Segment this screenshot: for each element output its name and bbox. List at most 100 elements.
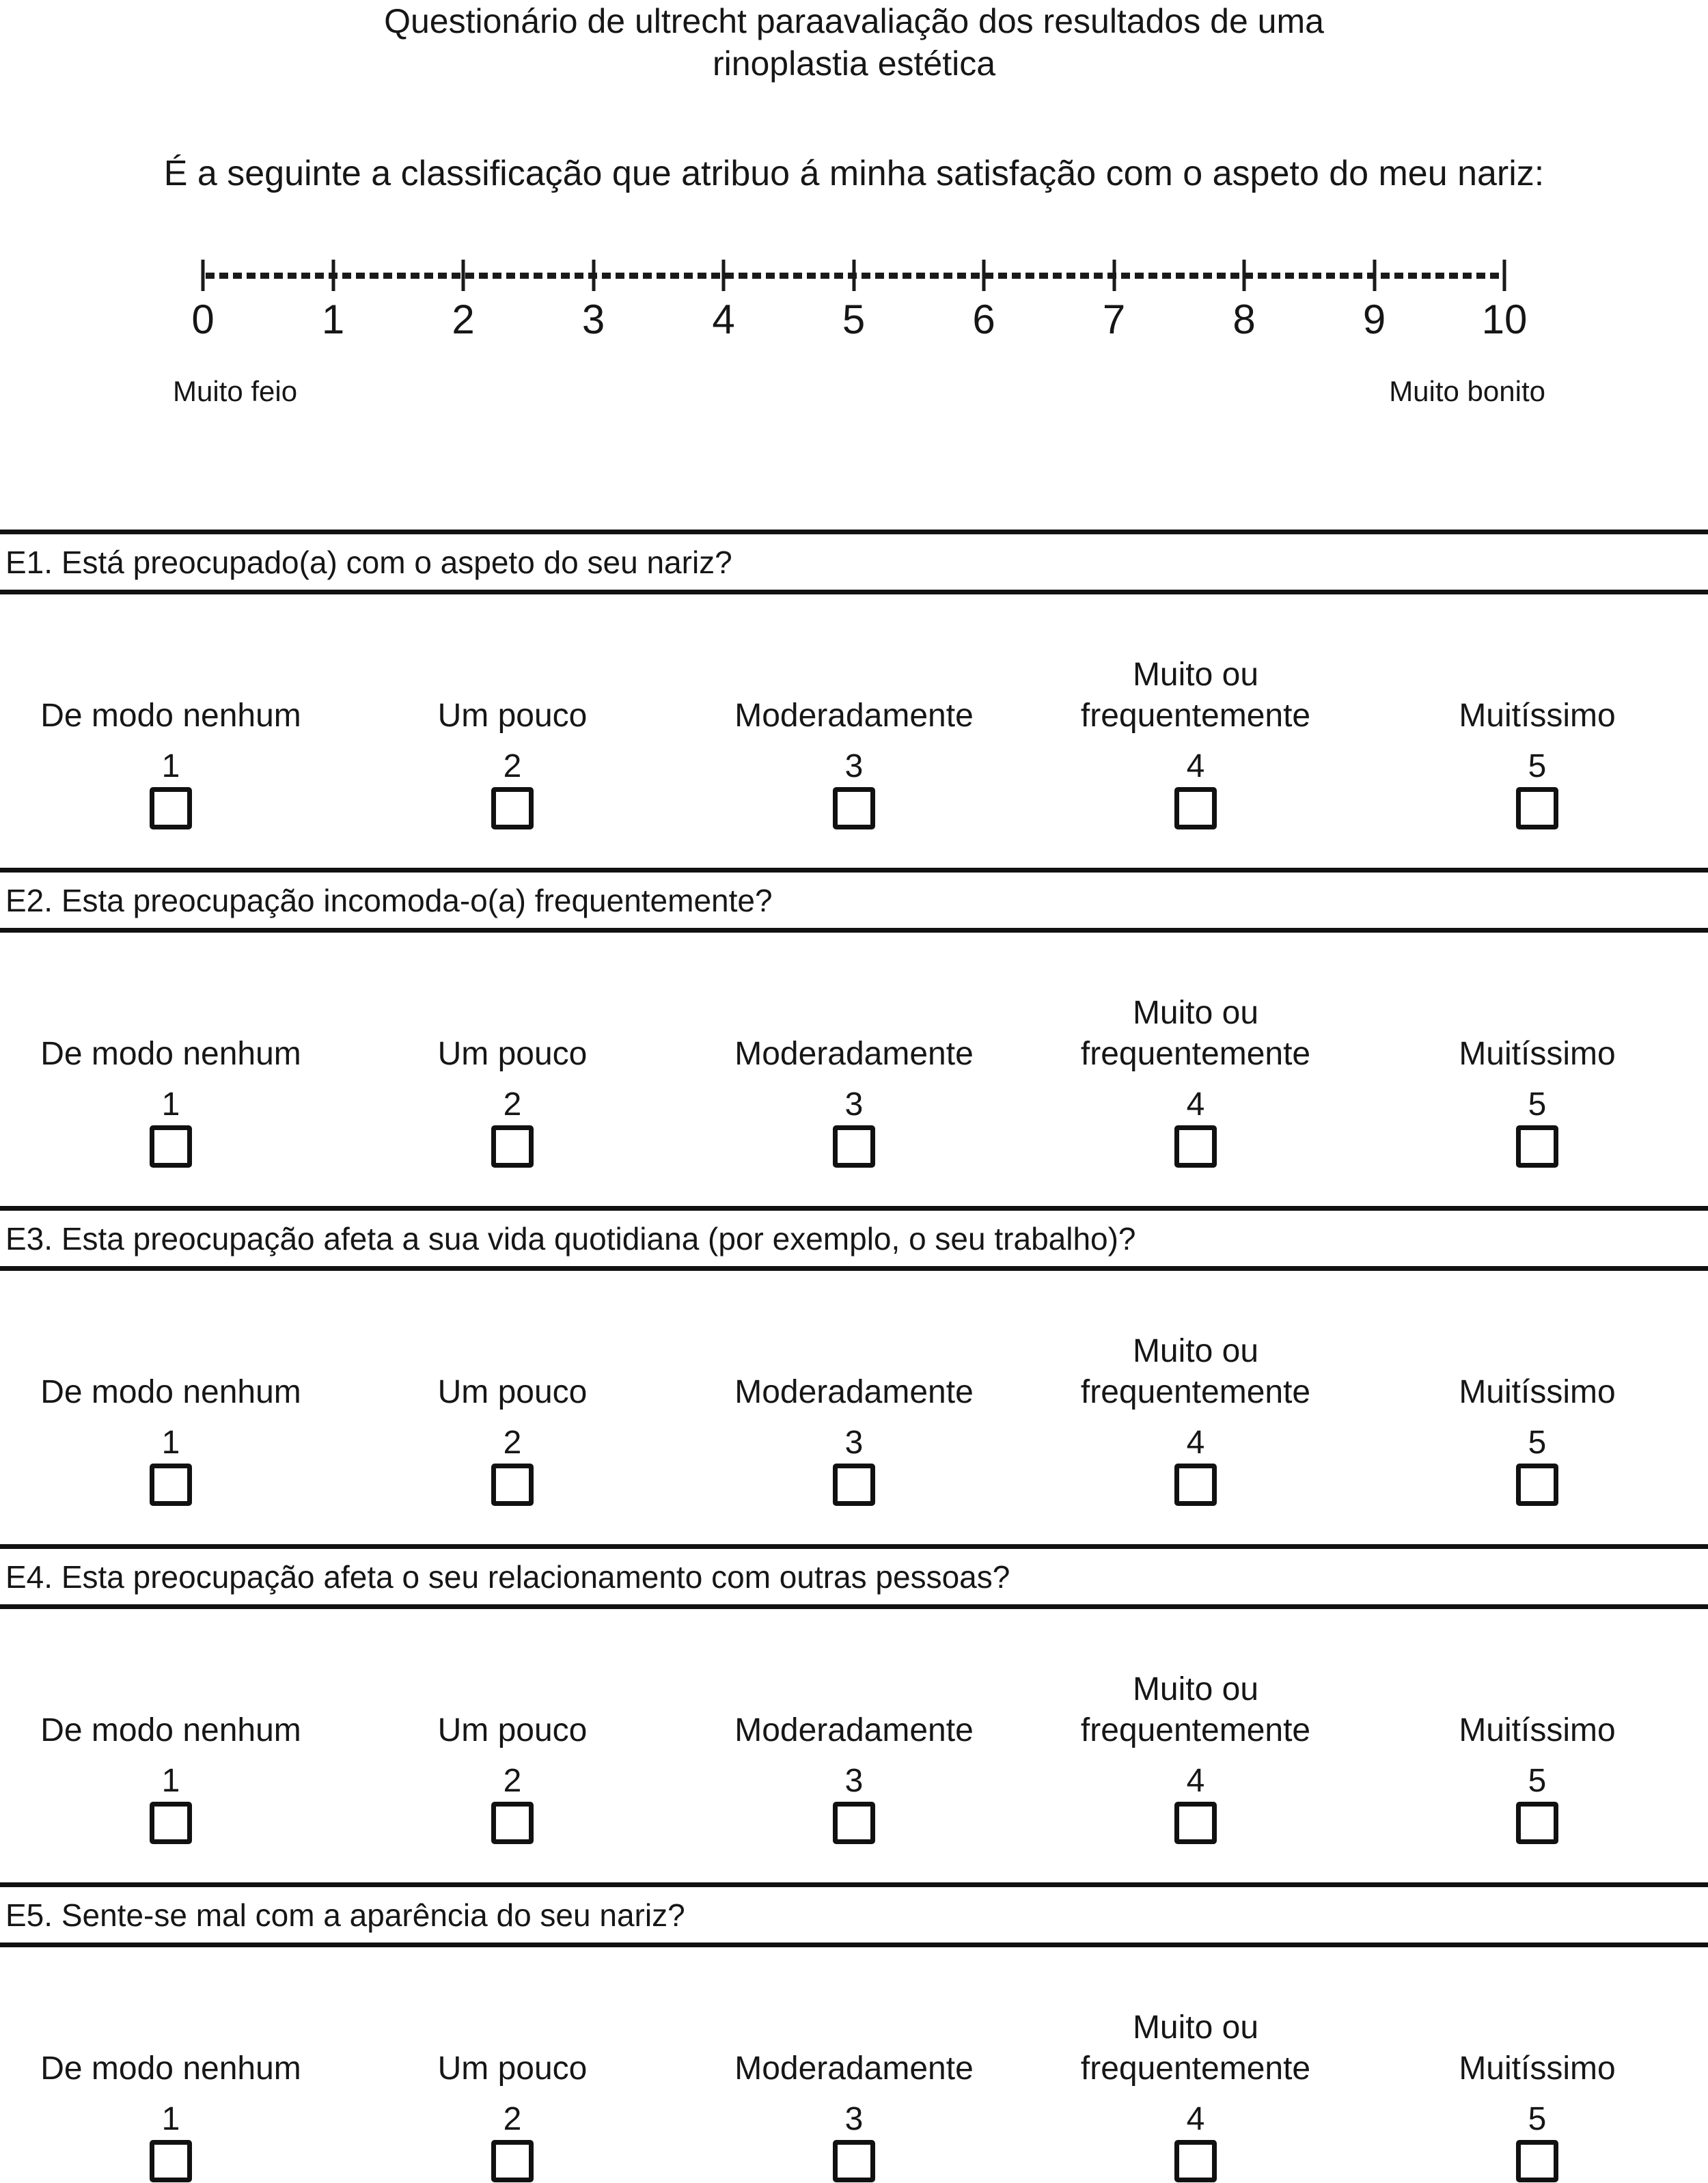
option-label: Muito ou frequentemente (1080, 2009, 1311, 2087)
option-label: Um pouco (437, 698, 588, 734)
option-label: Um pouco (437, 1712, 588, 1748)
option-number: 3 (844, 748, 864, 784)
scale-tick (721, 260, 726, 291)
checkbox-e3-option-1[interactable] (150, 1464, 192, 1506)
answer-option: Muitíssimo 5 (1366, 1671, 1708, 1844)
scale-number: 8 (1232, 297, 1256, 342)
checkbox-e2-option-2[interactable] (491, 1125, 534, 1168)
answer-option: Muito ou frequentemente 4 (1025, 1332, 1366, 1506)
page-title: Questionário de ultrecht paraavaliação d… (384, 2, 1324, 83)
options-row: De modo nenhum 1 Um pouco 2 Moderadament… (0, 1332, 1708, 1506)
checkbox-e3-option-2[interactable] (491, 1464, 534, 1506)
answer-option: De modo nenhum 1 (0, 656, 342, 829)
checkbox-e2-option-3[interactable] (833, 1125, 875, 1168)
checkbox-e2-option-5[interactable] (1516, 1125, 1558, 1168)
option-label: Um pouco (437, 1036, 588, 1072)
option-label: De modo nenhum (40, 698, 301, 734)
scale-tick (982, 260, 986, 291)
checkbox-e5-option-4[interactable] (1174, 2140, 1217, 2182)
checkbox-e3-option-3[interactable] (833, 1464, 875, 1506)
scale-tick (852, 260, 855, 291)
checkbox-e4-option-5[interactable] (1516, 1802, 1558, 1844)
option-label: De modo nenhum (40, 1374, 301, 1410)
answer-option: De modo nenhum 1 (0, 1332, 342, 1506)
options-row: De modo nenhum 1 Um pouco 2 Moderadament… (0, 2009, 1708, 2182)
checkbox-e1-option-3[interactable] (833, 787, 875, 829)
option-number: 2 (503, 2101, 522, 2137)
option-label: De modo nenhum (40, 2050, 301, 2087)
scale-number: 6 (972, 297, 995, 342)
options-row: De modo nenhum 1 Um pouco 2 Moderadament… (0, 994, 1708, 1168)
answer-option: Moderadamente 3 (683, 656, 1025, 829)
question-section-e2: E2. Esta preocupação incomoda-o(a) frequ… (0, 868, 1708, 1168)
scale-number: 3 (581, 297, 605, 342)
answer-option: Muito ou frequentemente 4 (1025, 656, 1366, 829)
answer-option: Muito ou frequentemente 4 (1025, 994, 1366, 1168)
checkbox-e5-option-2[interactable] (491, 2140, 534, 2182)
divider (0, 1266, 1708, 1271)
answer-option: Muitíssimo 5 (1366, 1332, 1708, 1506)
scale-number: 10 (1481, 297, 1528, 342)
option-label: Muito ou frequentemente (1080, 1333, 1311, 1410)
option-number: 1 (161, 1763, 180, 1799)
scale-tick (201, 260, 205, 291)
checkbox-e1-option-5[interactable] (1516, 787, 1558, 829)
rating-scale: 0 1 2 3 4 5 6 7 8 9 10 Muito feio Muito bonito (173, 260, 1545, 437)
question-section-e4: E4. Esta preocupação afeta o seu relacio… (0, 1544, 1708, 1845)
divider (0, 1544, 1708, 1549)
scale-number: 0 (191, 297, 215, 342)
option-label: Muitíssimo (1459, 1036, 1616, 1072)
option-number: 4 (1186, 2101, 1205, 2137)
option-number: 1 (161, 2101, 180, 2137)
option-number: 2 (503, 1425, 522, 1461)
scale-number: 1 (321, 297, 345, 342)
question-text: E3. Esta preocupação afeta a sua vida qu… (5, 1220, 1136, 1257)
checkbox-e4-option-4[interactable] (1174, 1802, 1217, 1844)
option-number: 1 (161, 1425, 180, 1461)
checkbox-e4-option-1[interactable] (150, 1802, 192, 1844)
scale-tick (1373, 260, 1376, 291)
option-number: 3 (844, 1425, 864, 1461)
answer-option: Muitíssimo 5 (1366, 656, 1708, 829)
question-section-e5: E5. Sente-se mal com a aparência do seu … (0, 1882, 1708, 2183)
question-text: E4. Esta preocupação afeta o seu relacio… (5, 1559, 1010, 1595)
checkbox-e3-option-5[interactable] (1516, 1464, 1558, 1506)
answer-option: Moderadamente 3 (683, 2009, 1025, 2182)
option-label: Muitíssimo (1459, 698, 1616, 734)
answer-option: Muito ou frequentemente 4 (1025, 1671, 1366, 1844)
divider (0, 1604, 1708, 1609)
checkbox-e5-option-5[interactable] (1516, 2140, 1558, 2182)
option-label: Muitíssimo (1459, 1374, 1616, 1410)
option-label: Moderadamente (734, 1036, 974, 1072)
question-text: E5. Sente-se mal com a aparência do seu … (5, 1897, 685, 1933)
checkbox-e4-option-2[interactable] (491, 1802, 534, 1844)
checkbox-e5-option-1[interactable] (150, 2140, 192, 2182)
answer-option: De modo nenhum 1 (0, 2009, 342, 2182)
answer-option: Muito ou frequentemente 4 (1025, 2009, 1366, 2182)
options-row: De modo nenhum 1 Um pouco 2 Moderadament… (0, 1671, 1708, 1844)
checkbox-e3-option-4[interactable] (1174, 1464, 1217, 1506)
divider (0, 1206, 1708, 1211)
answer-option: Um pouco 2 (342, 2009, 683, 2182)
option-label: Muito ou frequentemente (1080, 995, 1311, 1072)
checkbox-e1-option-4[interactable] (1174, 787, 1217, 829)
checkbox-e5-option-3[interactable] (833, 2140, 875, 2182)
option-number: 5 (1528, 1425, 1547, 1461)
divider (0, 1882, 1708, 1887)
checkbox-e1-option-2[interactable] (491, 787, 534, 829)
option-label: Moderadamente (734, 2050, 974, 2087)
checkbox-e2-option-4[interactable] (1174, 1125, 1217, 1168)
answer-option: De modo nenhum 1 (0, 1671, 342, 1844)
answer-option: De modo nenhum 1 (0, 994, 342, 1168)
option-number: 4 (1186, 1086, 1205, 1123)
checkbox-e2-option-1[interactable] (150, 1125, 192, 1168)
scale-tick (1112, 260, 1116, 291)
option-number: 3 (844, 1086, 864, 1123)
scale-number: 5 (842, 297, 866, 342)
option-number: 4 (1186, 748, 1205, 784)
divider (0, 1942, 1708, 1947)
checkbox-e4-option-3[interactable] (833, 1802, 875, 1844)
answer-option: Moderadamente 3 (683, 994, 1025, 1168)
option-label: Um pouco (437, 1374, 588, 1410)
checkbox-e1-option-1[interactable] (150, 787, 192, 829)
